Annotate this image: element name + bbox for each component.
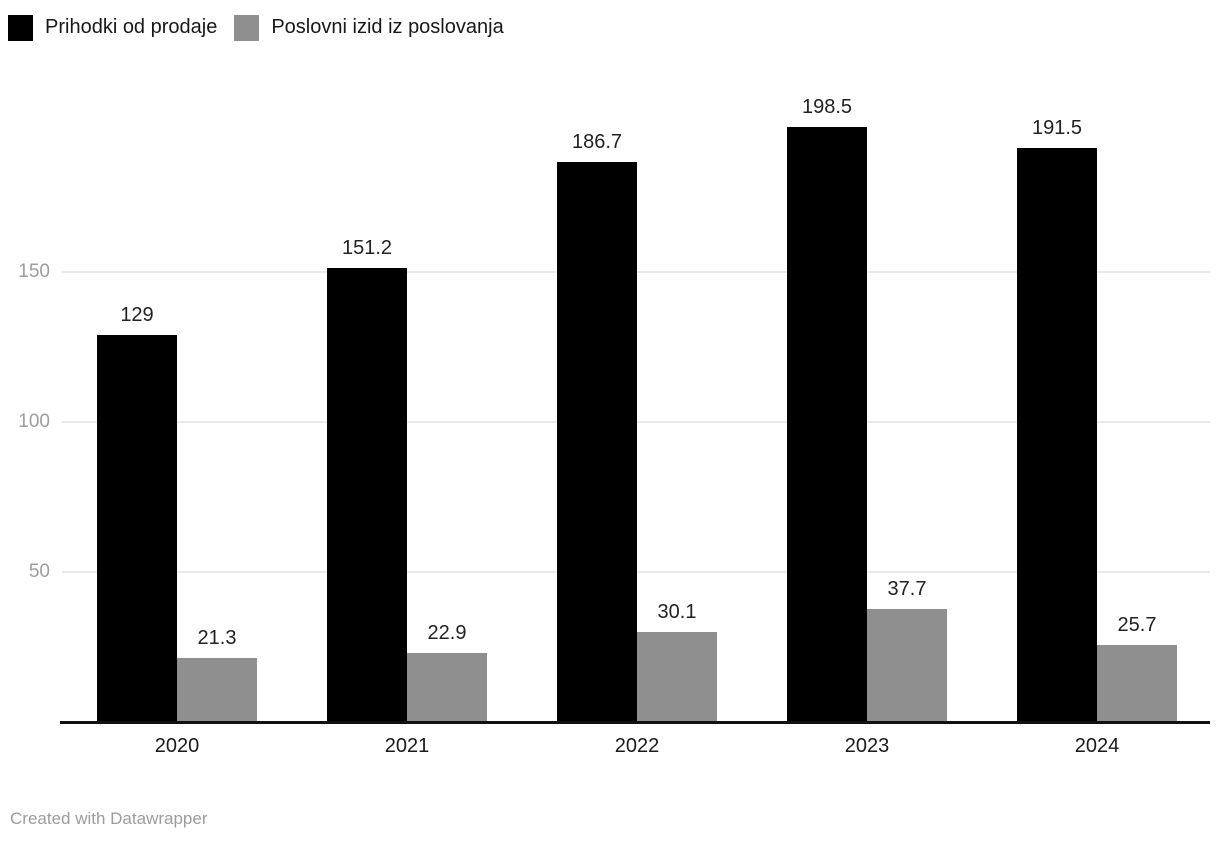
value-label: 186.7 [571,130,623,153]
value-label: 22.9 [427,622,467,645]
value-label: 30.1 [657,600,697,623]
bar-operating-profit-2021 [407,653,487,722]
x-axis-tick-label: 2024 [1074,735,1120,757]
value-label: 25.7 [1117,613,1157,636]
bar-revenue-2021 [327,268,407,722]
value-label: 37.7 [887,577,927,600]
bar-revenue-2022 [557,161,637,722]
bar-revenue-2023 [787,126,867,722]
bar-revenue-2020 [97,335,177,722]
y-axis-tick-label: 100 [18,411,50,432]
legend-label: Poslovni izid iz poslovanja [271,16,504,38]
value-label: 198.5 [801,95,853,118]
bar-revenue-2024 [1017,147,1097,722]
datawrapper-credit-link[interactable]: Created with Datawrapper [10,809,208,828]
value-label: 21.3 [197,627,237,650]
x-axis-line [60,721,1210,724]
bar-operating-profit-2020 [177,658,257,722]
y-axis-tick-label: 150 [18,261,50,282]
x-axis-tick-label: 2022 [614,735,660,757]
legend: Prihodki od prodaje Poslovni izid iz pos… [8,14,504,41]
legend-swatch-black [8,14,33,41]
x-axis-tick-label: 2020 [154,735,200,757]
value-label: 151.2 [341,237,393,260]
x-axis-tick-label: 2021 [384,735,430,757]
legend-item-prihodki: Prihodki od prodaje [8,14,217,41]
value-label: 191.5 [1031,116,1083,139]
bar-operating-profit-2023 [867,608,947,722]
legend-swatch-gray [234,14,260,41]
bar-operating-profit-2022 [637,631,717,722]
bar-operating-profit-2024 [1097,644,1177,722]
y-axis-tick-label: 50 [28,561,50,582]
legend-label: Prihodki od prodaje [45,16,218,38]
legend-item-poslovni-izid: Poslovni izid iz poslovanja [234,14,504,41]
value-label: 129 [120,304,154,326]
x-axis-tick-label: 2023 [844,735,890,757]
